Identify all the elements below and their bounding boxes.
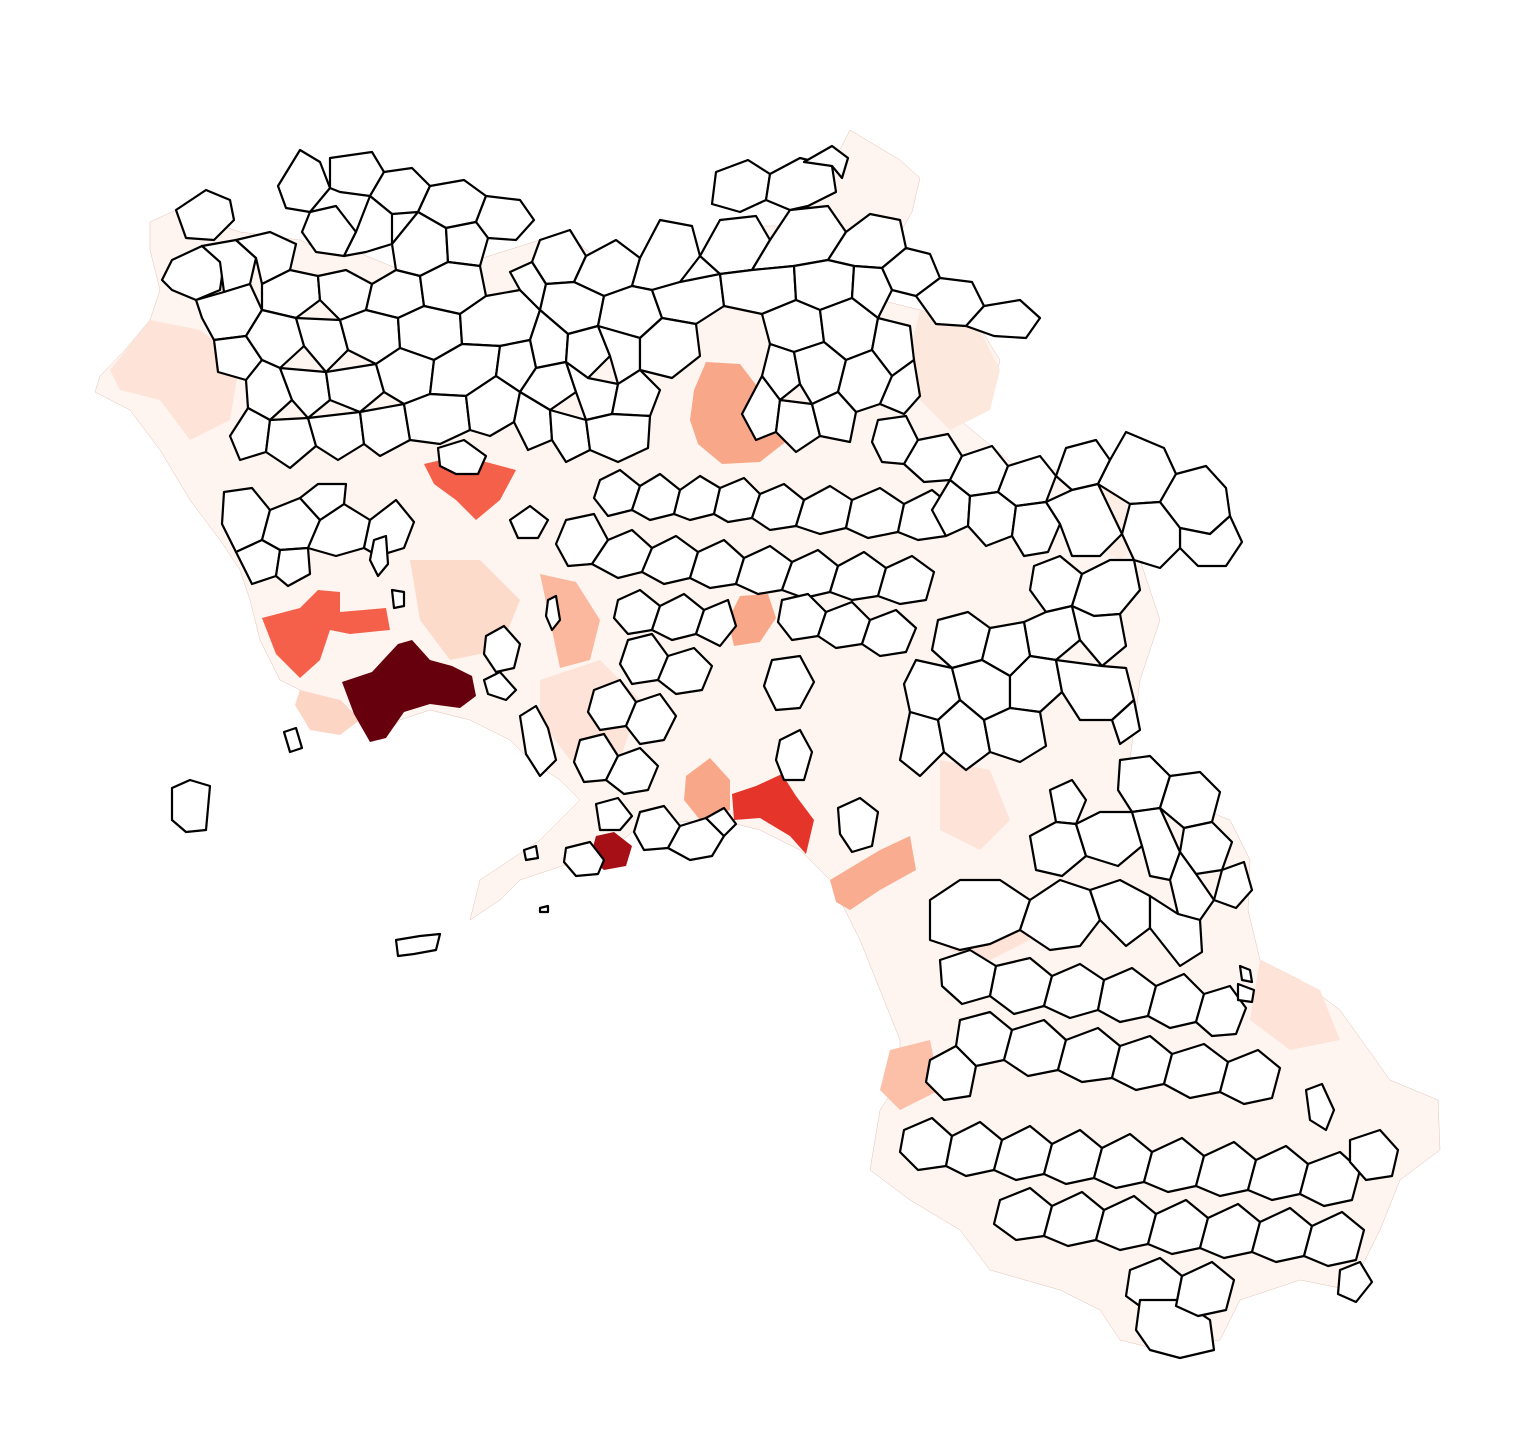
area-light-south-1 <box>940 760 1010 850</box>
area-red-coast <box>732 774 814 854</box>
area-salmon-coast <box>830 836 916 910</box>
area-salmon-center <box>728 594 776 646</box>
area-darkest-naples <box>342 640 476 742</box>
area-light-northwest <box>110 320 240 440</box>
area-salmon-central <box>684 758 730 820</box>
area-redorange-north <box>424 458 516 520</box>
area-light-south-3 <box>880 1040 940 1110</box>
area-redorange-west <box>262 590 390 678</box>
area-light-coast <box>295 690 360 735</box>
area-light-northeast <box>910 310 1000 430</box>
area-light-south-2 <box>1250 960 1340 1050</box>
area-salmon-north <box>690 362 788 464</box>
outlined-municipalities-layer <box>160 144 1400 1360</box>
